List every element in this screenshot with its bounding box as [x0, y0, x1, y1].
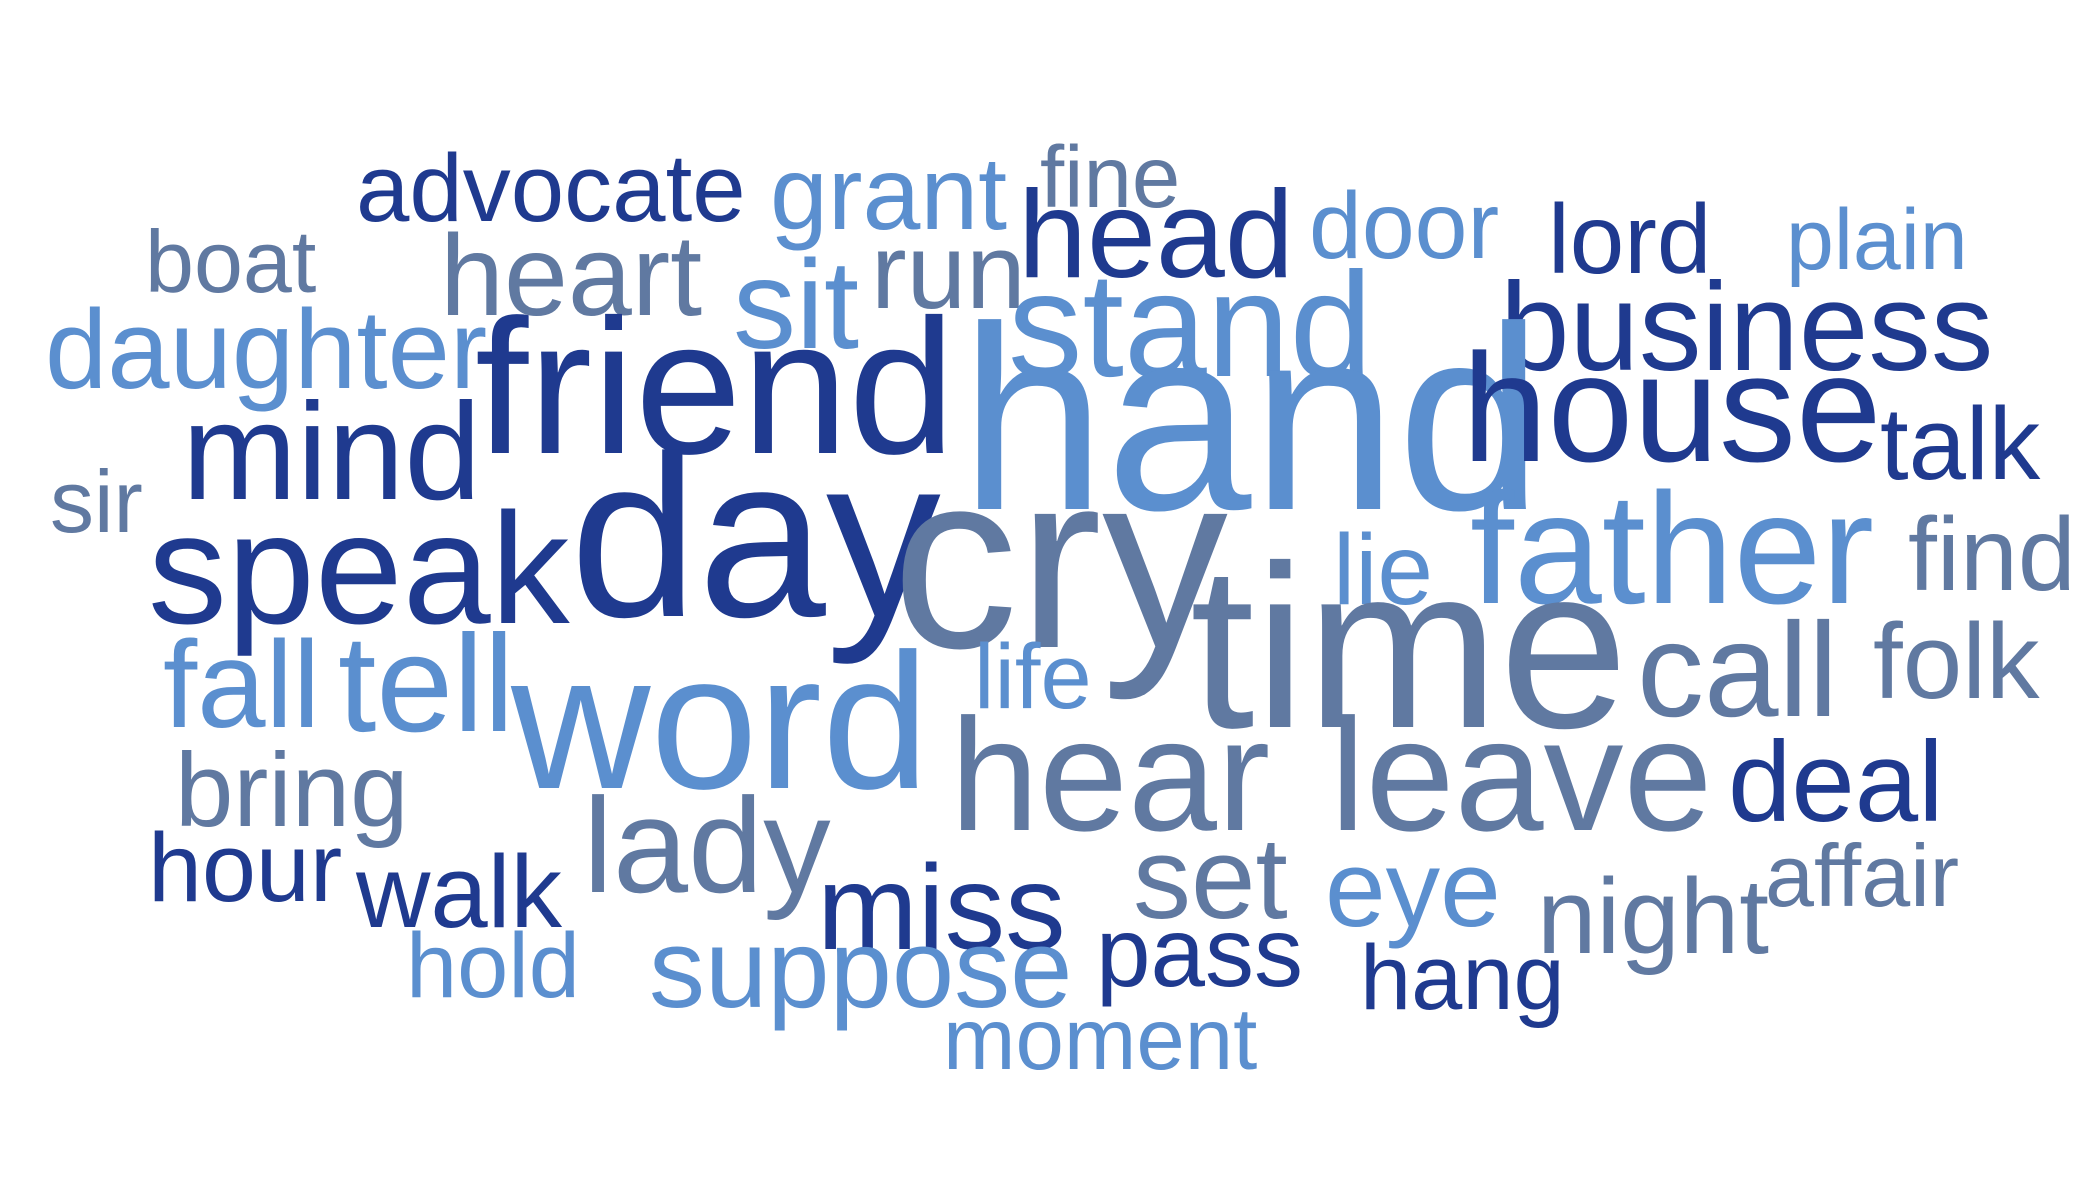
word-mind: mind — [182, 375, 482, 529]
word-find: find — [1908, 497, 2076, 613]
word-father: father — [1470, 461, 1875, 637]
word-advocate: advocate — [356, 135, 746, 242]
word-night: night — [1537, 856, 1770, 976]
word-eye: eye — [1325, 828, 1501, 950]
word-call: call — [1637, 596, 1839, 745]
word-hear: hear — [950, 685, 1271, 864]
word-bring: bring — [175, 732, 409, 849]
word-talk: talk — [1880, 386, 2041, 501]
word-hour: hour — [148, 813, 343, 922]
word-day: day — [570, 408, 941, 665]
word-hand: hand — [960, 272, 1543, 565]
word-sit: sit — [733, 234, 859, 375]
word-cry: cry — [892, 420, 1228, 701]
word-heart: heart — [440, 212, 703, 340]
word-lord: lord — [1548, 184, 1712, 294]
word-tell: tell — [338, 607, 515, 761]
word-boat: boat — [145, 212, 317, 311]
word-life: life — [974, 626, 1092, 728]
word-deal: deal — [1728, 719, 1944, 846]
word-stand: stand — [1008, 241, 1373, 408]
word-leave: leave — [1330, 685, 1713, 864]
word-time: time — [1190, 518, 1629, 777]
word-set: set — [1133, 813, 1288, 943]
word-speak: speak — [148, 481, 570, 657]
word-fine: fine — [1040, 129, 1181, 226]
word-door: door — [1309, 173, 1500, 279]
word-lady: lady — [583, 770, 831, 921]
word-business: business — [1500, 258, 1994, 397]
word-lie: lie — [1333, 514, 1434, 626]
word-word: word — [511, 613, 930, 829]
word-daughter: daughter — [45, 287, 488, 412]
word-friend: friend — [475, 279, 956, 494]
word-fall: fall — [163, 617, 321, 754]
word-run: run — [871, 211, 1026, 331]
word-miss: miss — [817, 839, 1066, 975]
word-plain: plain — [1786, 192, 1968, 288]
word-grant: grant — [770, 136, 1008, 252]
word-hang: hang — [1360, 927, 1565, 1029]
word-pass: pass — [1096, 897, 1304, 1007]
word-affair: affair — [1765, 826, 1960, 925]
word-house: house — [1462, 322, 1882, 494]
word-hold: hold — [406, 915, 580, 1017]
word-head: head — [1018, 166, 1294, 304]
word-suppose: suppose — [649, 906, 1073, 1031]
word-moment: moment — [943, 991, 1258, 1088]
word-walk: walk — [356, 834, 563, 949]
word-sir: sir — [50, 452, 143, 551]
word-folk: folk — [1873, 601, 2040, 721]
